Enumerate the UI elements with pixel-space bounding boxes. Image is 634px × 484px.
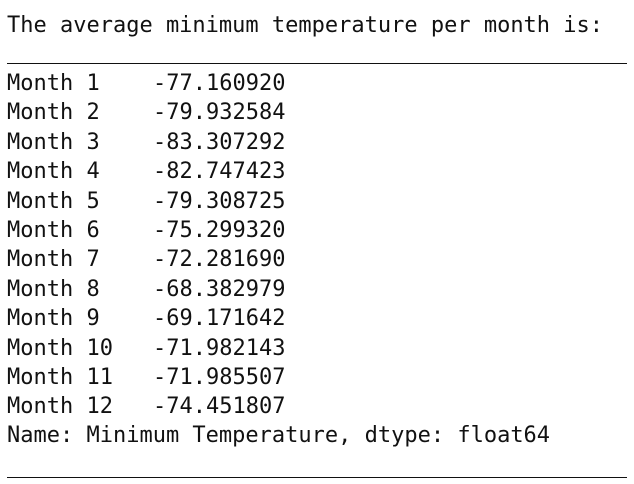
row-value: -83.307292 [153, 129, 286, 155]
row-value: -68.382979 [153, 276, 286, 302]
row-label: Month 3 [7, 129, 100, 155]
row-value: -79.308725 [153, 188, 286, 214]
row-value: -71.985507 [153, 364, 286, 390]
series-row: Month 2 -79.932584 [7, 98, 285, 127]
row-value: -77.160920 [153, 71, 286, 96]
series-row: Month 1 -77.160920 [7, 69, 285, 98]
series-row: Month 3 -83.307292 [7, 128, 285, 157]
series-row: Month 11 -71.985507 [7, 363, 285, 392]
row-label: Month 7 [7, 247, 100, 273]
row-value: -82.747423 [153, 159, 286, 185]
divider-bottom [7, 477, 627, 478]
row-label: Month 9 [7, 306, 100, 332]
series-row: Month 7 -72.281690 [7, 245, 285, 274]
row-label: Month 5 [7, 188, 100, 214]
row-value: -74.451807 [153, 394, 286, 420]
row-value: -69.171642 [153, 306, 286, 332]
series-footer: Name: Minimum Temperature, dtype: float6… [7, 423, 551, 448]
series-row: Month 12 -74.451807 [7, 392, 285, 421]
series-row: Month 9 -69.171642 [7, 304, 285, 333]
row-label: Month 1 [7, 71, 100, 96]
output-heading: The average minimum temperature per mont… [7, 13, 604, 38]
divider-top [7, 63, 627, 64]
series-row: Month 6 -75.299320 [7, 216, 285, 245]
series-row: Month 4 -82.747423 [7, 157, 285, 186]
row-label: Month 12 [7, 394, 113, 420]
row-label: Month 11 [7, 364, 113, 390]
series-row: Month 10 -71.982143 [7, 334, 285, 363]
row-value: -75.299320 [153, 217, 286, 243]
series-row: Month 8 -68.382979 [7, 275, 285, 304]
row-value: -72.281690 [153, 247, 286, 273]
series-list: Month 1 -77.160920 Month 2 -79.932584 Mo… [7, 69, 285, 422]
row-label: Month 6 [7, 217, 100, 243]
row-label: Month 4 [7, 159, 100, 185]
row-label: Month 8 [7, 276, 100, 302]
row-label: Month 10 [7, 335, 113, 361]
series-row: Month 5 -79.308725 [7, 187, 285, 216]
row-label: Month 2 [7, 100, 100, 126]
row-value: -71.982143 [153, 335, 286, 361]
row-value: -79.932584 [153, 100, 286, 126]
